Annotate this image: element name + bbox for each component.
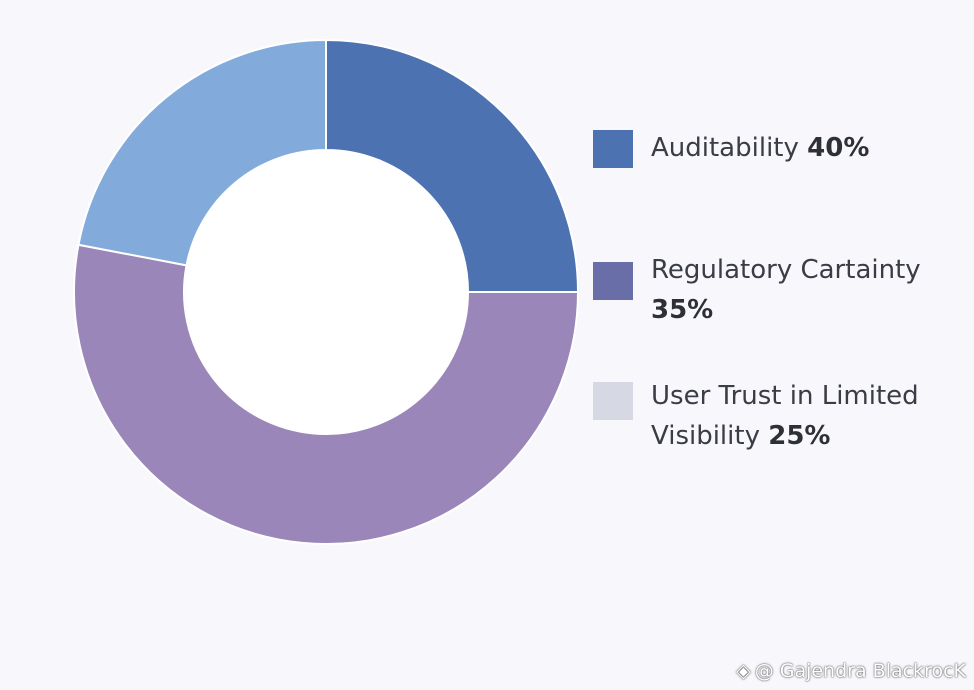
legend-label-auditability: Auditability [651, 133, 799, 163]
legend-value-auditability: 40% [807, 133, 870, 163]
donut-slice-regulatory-cartainty [73, 243, 580, 545]
legend-value-regulatory-certainty: 35% [651, 295, 714, 325]
donut-slice-auditability [325, 38, 580, 293]
legend-swatch-user-trust [593, 382, 633, 420]
watermark-text: @ Gajendra BlackrocK [754, 660, 966, 682]
legend-label-regulatory-certainty: Regulatory Cartainty [651, 255, 921, 285]
legend-value-user-trust: 25% [768, 421, 831, 451]
legend-label-user-trust: User Trust in Limited Visibility [651, 381, 919, 451]
legend-swatch-auditability [593, 130, 633, 168]
watermark: ◈ @ Gajendra BlackrocK [736, 660, 966, 682]
legend-swatch-regulatory-certainty [593, 262, 633, 300]
donut-slice-user-trust-in-limited-visibility [77, 38, 327, 267]
binance-diamond-icon: ◈ [736, 660, 751, 682]
donut-hole [185, 151, 467, 433]
